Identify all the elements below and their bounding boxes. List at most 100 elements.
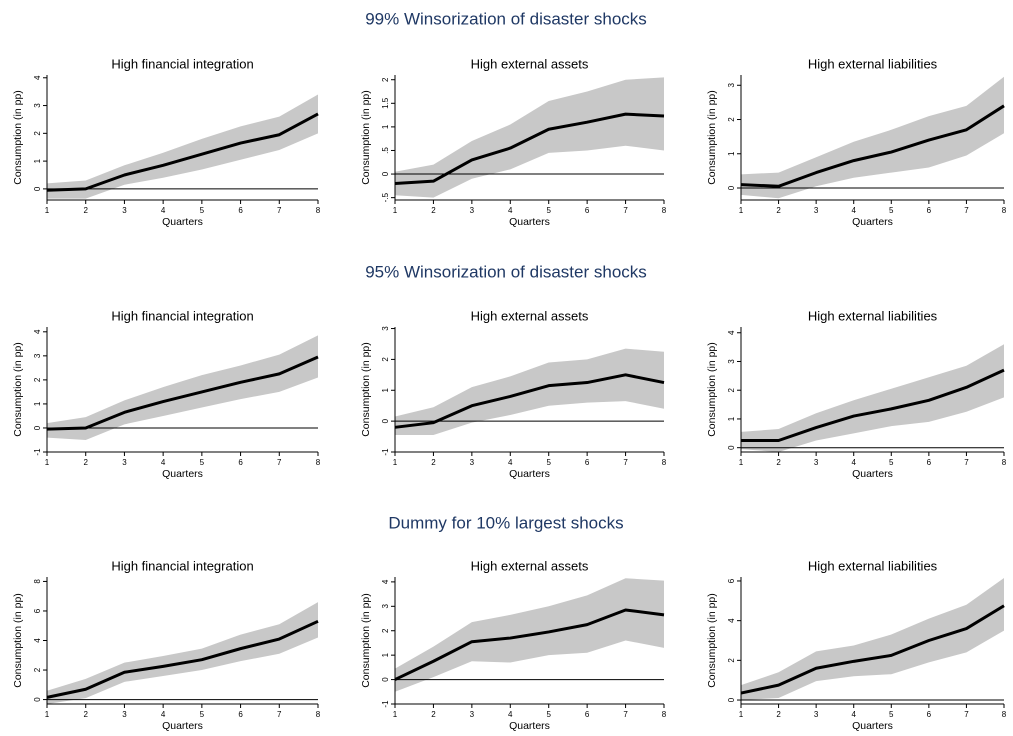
y-tick-label: 2: [727, 117, 736, 122]
x-tick-label: 1: [393, 458, 398, 467]
y-axis-label: Consumption (in pp): [706, 342, 718, 437]
x-tick-label: 7: [277, 710, 282, 719]
x-tick-label: 7: [623, 458, 628, 467]
y-tick-label: 3: [381, 604, 390, 609]
y-tick-label: 1.5: [381, 97, 390, 109]
x-axis-label: Quarters: [162, 468, 203, 480]
y-tick-label: 6: [33, 608, 42, 613]
x-axis-label: Quarters: [509, 216, 550, 228]
section-title: 95% Winsorization of disaster shocks: [365, 262, 647, 281]
x-tick-label: 5: [200, 710, 205, 719]
chart-title: High external assets: [471, 308, 589, 323]
line: [741, 368, 1005, 443]
line: [394, 112, 665, 185]
x-tick-label: 6: [585, 710, 590, 719]
x-tick-label: 7: [623, 206, 628, 215]
y-tick-label: 3: [727, 83, 736, 88]
x-tick-label: 3: [470, 710, 475, 719]
line: [394, 373, 665, 429]
y-tick-label: 3: [381, 326, 390, 331]
y-tick-label: 8: [33, 579, 42, 584]
x-tick-label: 2: [776, 206, 781, 215]
x-tick-label: 7: [277, 458, 282, 467]
confidence-band: [741, 344, 1004, 452]
x-tick-label: 6: [927, 458, 932, 467]
x-tick-label: 6: [238, 710, 243, 719]
confidence-band: [741, 577, 1004, 701]
line: [46, 619, 319, 699]
y-tick-label: 2: [381, 357, 390, 362]
x-axis-label: Quarters: [162, 720, 203, 732]
y-tick-label: 3: [727, 359, 736, 364]
x-tick-label: 6: [927, 710, 932, 719]
y-tick-label: 0: [381, 171, 390, 176]
y-axis-label: Consumption (in pp): [12, 90, 24, 185]
x-tick-label: 2: [83, 710, 88, 719]
line: [740, 604, 1005, 695]
x-tick-label: 5: [889, 710, 894, 719]
x-tick-label: 1: [45, 458, 50, 467]
y-tick-label: 1: [381, 652, 390, 657]
x-tick-label: 1: [739, 710, 744, 719]
x-tick-label: 2: [83, 206, 88, 215]
y-tick-label: 4: [727, 618, 736, 623]
y-tick-label: -1: [381, 700, 390, 708]
x-tick-label: 1: [739, 458, 744, 467]
x-tick-label: 4: [851, 710, 856, 719]
y-tick-label: 4: [33, 638, 42, 643]
x-tick-label: 8: [316, 710, 321, 719]
y-tick-label: 0: [33, 186, 42, 191]
y-tick-label: 0: [381, 677, 390, 682]
x-tick-label: 5: [200, 458, 205, 467]
y-tick-label: 2: [381, 77, 390, 82]
y-tick-label: 0: [33, 697, 42, 702]
y-tick-label: 1: [727, 416, 736, 421]
x-tick-label: 5: [200, 206, 205, 215]
y-axis-label: Consumption (in pp): [706, 90, 718, 185]
x-tick-label: 7: [277, 206, 282, 215]
x-tick-label: 8: [316, 458, 321, 467]
x-tick-label: 4: [161, 206, 166, 215]
x-tick-label: 1: [45, 710, 50, 719]
chart-title: High financial integration: [111, 558, 253, 573]
y-axis-label: Consumption (in pp): [12, 342, 24, 437]
confidence-band: [47, 335, 318, 440]
y-tick-label: 1: [33, 158, 42, 163]
y-tick-label: 0: [381, 418, 390, 423]
y-tick-label: 2: [33, 131, 42, 136]
x-tick-label: 4: [161, 710, 166, 719]
x-tick-label: 3: [814, 710, 819, 719]
x-axis-label: Quarters: [852, 216, 893, 228]
x-tick-label: 8: [662, 206, 667, 215]
x-tick-label: 4: [851, 206, 856, 215]
y-tick-label: 0: [727, 445, 736, 450]
y-tick-label: 3: [33, 103, 42, 108]
y-tick-label: -1: [381, 448, 390, 456]
x-tick-label: 6: [238, 206, 243, 215]
x-tick-label: 7: [623, 710, 628, 719]
chart-title: High external liabilities: [808, 56, 938, 71]
x-tick-label: 6: [238, 458, 243, 467]
y-tick-label: 2: [727, 658, 736, 663]
x-tick-label: 2: [776, 458, 781, 467]
y-tick-label: 1: [381, 124, 390, 129]
x-axis-label: Quarters: [162, 216, 203, 228]
y-tick-label: 4: [33, 75, 42, 80]
x-tick-label: 4: [851, 458, 856, 467]
x-tick-label: 3: [814, 458, 819, 467]
x-tick-label: 2: [776, 710, 781, 719]
y-axis-label: Consumption (in pp): [12, 593, 24, 688]
x-tick-label: 3: [814, 206, 819, 215]
y-tick-label: 3: [33, 353, 42, 358]
y-tick-label: 4: [727, 330, 736, 335]
y-axis-label: Consumption (in pp): [360, 90, 372, 185]
line: [46, 112, 319, 192]
x-tick-label: 2: [83, 458, 88, 467]
section-title: 99% Winsorization of disaster shocks: [365, 9, 647, 28]
x-tick-label: 2: [431, 710, 436, 719]
chart-title: High external assets: [471, 558, 589, 573]
chart-title: High financial integration: [111, 308, 253, 323]
x-tick-label: 4: [508, 458, 513, 467]
y-tick-label: 2: [33, 667, 42, 672]
